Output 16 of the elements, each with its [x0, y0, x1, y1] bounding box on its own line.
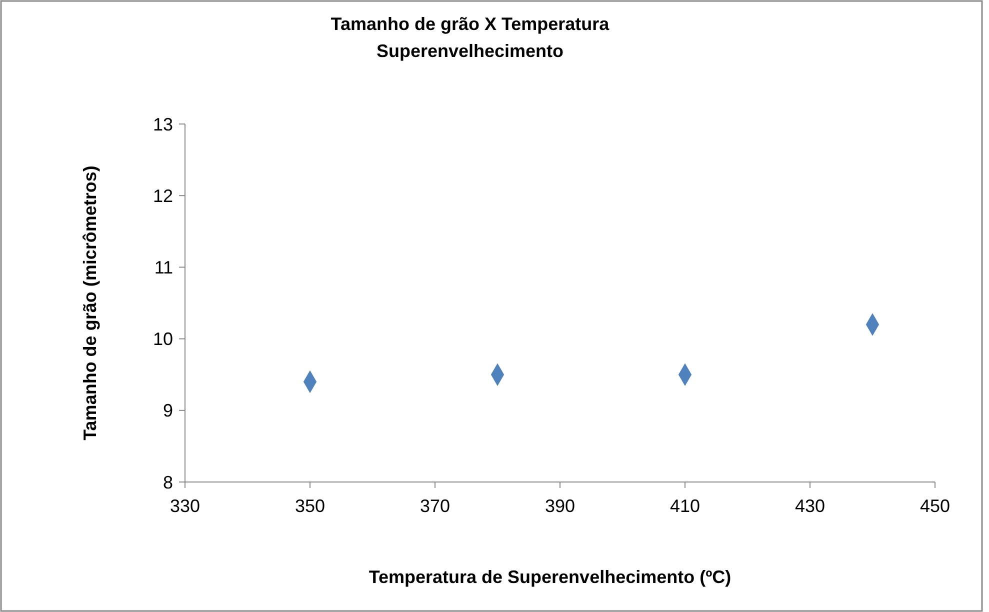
y-axis-title: Tamanho de grão (micrômetros) — [80, 166, 100, 440]
x-tick-label: 370 — [420, 496, 450, 516]
y-tick-label: 11 — [154, 258, 173, 278]
y-tick-label: 10 — [152, 329, 173, 350]
y-tick-label: 12 — [152, 186, 173, 206]
chart-title: Tamanho de grão X Temperatura Superenvelhecimento — [330, 14, 610, 61]
x-tick-label: 350 — [294, 496, 326, 516]
y-tick-label: 8 — [162, 472, 173, 492]
x-axis-title: Temperatura de Superenvelhecimento (ºC) — [368, 567, 732, 587]
y-tick-label: 9 — [162, 400, 173, 421]
x-tick-label: 450 — [920, 496, 950, 516]
x-tick-label: 430 — [794, 496, 826, 516]
y-tick-label: 13 — [152, 114, 173, 134]
x-tick-label: 390 — [544, 496, 576, 516]
x-tick-label: 330 — [170, 496, 200, 516]
x-tick-label: 410 — [670, 496, 700, 516]
